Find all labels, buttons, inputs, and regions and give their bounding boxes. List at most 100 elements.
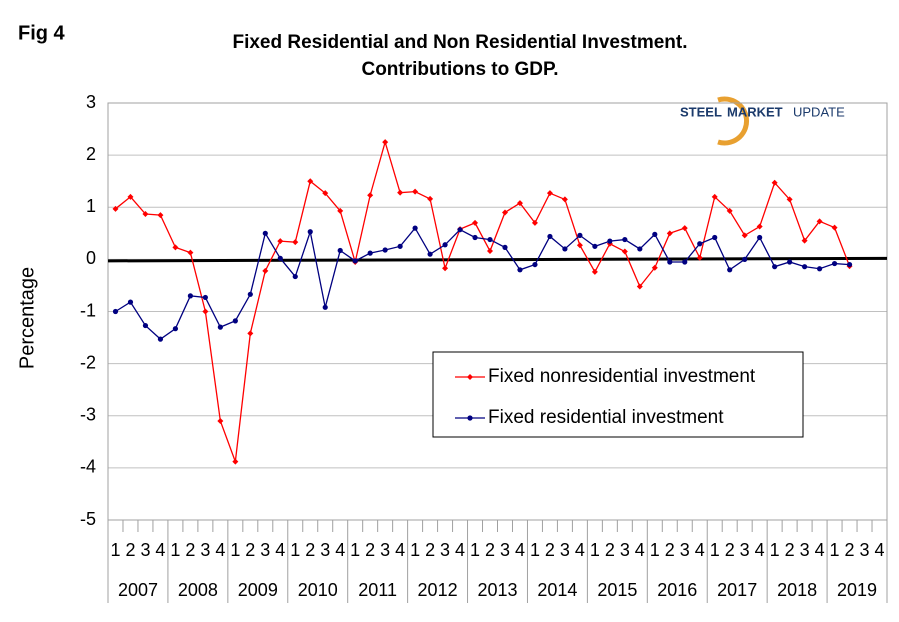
x-tick-label: 1: [710, 540, 720, 560]
data-point: [187, 249, 194, 256]
data-point: [562, 246, 568, 252]
y-axis-label: Percentage: [16, 267, 38, 369]
data-point: [367, 192, 374, 199]
data-point: [262, 267, 269, 274]
data-point: [472, 219, 479, 226]
data-point: [112, 205, 119, 212]
data-point: [427, 251, 433, 257]
y-tick-label: 2: [86, 144, 96, 164]
data-point: [682, 259, 688, 265]
data-point: [696, 254, 703, 261]
data-point: [637, 246, 643, 252]
data-point: [487, 236, 493, 243]
logo-text: UPDATE: [793, 104, 845, 119]
x-tick-label: 4: [875, 540, 885, 560]
x-tick-label: 4: [755, 540, 765, 560]
x-tick-label: 4: [695, 540, 705, 560]
x-tick-label: 2: [785, 540, 795, 560]
data-point: [772, 264, 778, 270]
data-point: [636, 283, 643, 290]
data-point: [202, 294, 208, 301]
data-point: [337, 247, 343, 254]
x-tick-label: 4: [455, 540, 465, 560]
data-point: [592, 243, 598, 249]
legend-label: Fixed nonresidential investment: [488, 366, 756, 387]
x-group-label: 2009: [238, 580, 278, 600]
data-point: [412, 188, 419, 195]
data-point: [442, 242, 448, 248]
data-point: [666, 230, 673, 237]
data-point: [607, 238, 613, 244]
x-tick-label: 1: [770, 540, 780, 560]
data-point: [277, 238, 284, 245]
data-point: [487, 248, 494, 255]
x-tick-label: 3: [260, 540, 270, 560]
x-group-label: 2010: [298, 580, 338, 600]
data-point: [397, 189, 404, 196]
x-tick-label: 4: [575, 540, 585, 560]
chart-subtitle: Contributions to GDP.: [361, 59, 558, 80]
data-point: [247, 291, 253, 297]
data-point: [367, 250, 373, 256]
data-point: [502, 244, 508, 250]
data-point: [651, 264, 658, 271]
data-point: [232, 458, 239, 465]
x-group-label: 2019: [837, 580, 877, 600]
data-point: [501, 209, 508, 216]
x-tick-label: 1: [170, 540, 180, 560]
x-tick-label: 3: [500, 540, 510, 560]
data-point: [292, 273, 298, 280]
x-tick-label: 4: [815, 540, 825, 560]
figure-label: Fig 4: [18, 22, 66, 44]
data-point: [787, 259, 793, 265]
data-point: [127, 193, 134, 200]
x-tick-label: 2: [365, 540, 375, 560]
data-point: [742, 256, 748, 262]
data-point: [292, 239, 299, 246]
series-line: [115, 226, 850, 340]
series: [112, 225, 853, 342]
data-point: [442, 265, 449, 272]
data-point: [712, 234, 718, 241]
data-point: [846, 261, 853, 268]
data-point: [412, 225, 418, 231]
data-point: [277, 255, 283, 261]
data-point: [786, 196, 793, 203]
x-tick-label: 2: [605, 540, 615, 560]
legend-label: Fixed residential investment: [488, 407, 724, 428]
x-group-label: 2016: [657, 580, 697, 600]
x-group-label: 2008: [178, 580, 218, 600]
x-tick-label: 4: [635, 540, 645, 560]
x-tick-label: 2: [125, 540, 135, 560]
x-tick-label: 3: [740, 540, 750, 560]
data-point: [831, 224, 838, 231]
data-point: [337, 207, 344, 214]
data-point: [816, 218, 823, 225]
logo: STEEL MARKET UPDATE: [680, 96, 845, 146]
data-point: [172, 326, 179, 332]
data-point: [577, 232, 583, 238]
data-point: [142, 211, 149, 218]
x-tick-label: 1: [350, 540, 360, 560]
legend: Fixed nonresidential investment Fixed res…: [432, 351, 804, 438]
series: [112, 139, 853, 465]
x-tick-label: 1: [290, 540, 300, 560]
data-point: [801, 237, 808, 244]
data-point: [322, 304, 328, 310]
data-point: [711, 193, 718, 200]
y-tick-label: -5: [80, 509, 96, 529]
x-tick-label: 3: [620, 540, 630, 560]
x-tick-label: 4: [335, 540, 345, 560]
data-point: [621, 248, 628, 255]
x-tick-label: 3: [440, 540, 450, 560]
x-tick-label: 2: [245, 540, 255, 560]
data-point: [157, 212, 164, 219]
data-point: [217, 417, 224, 424]
data-point: [472, 234, 478, 241]
y-tick-label: 3: [86, 92, 96, 112]
data-point: [127, 299, 134, 305]
data-point: [307, 229, 313, 235]
data-point: [667, 259, 673, 265]
x-tick-label: 1: [530, 540, 540, 560]
